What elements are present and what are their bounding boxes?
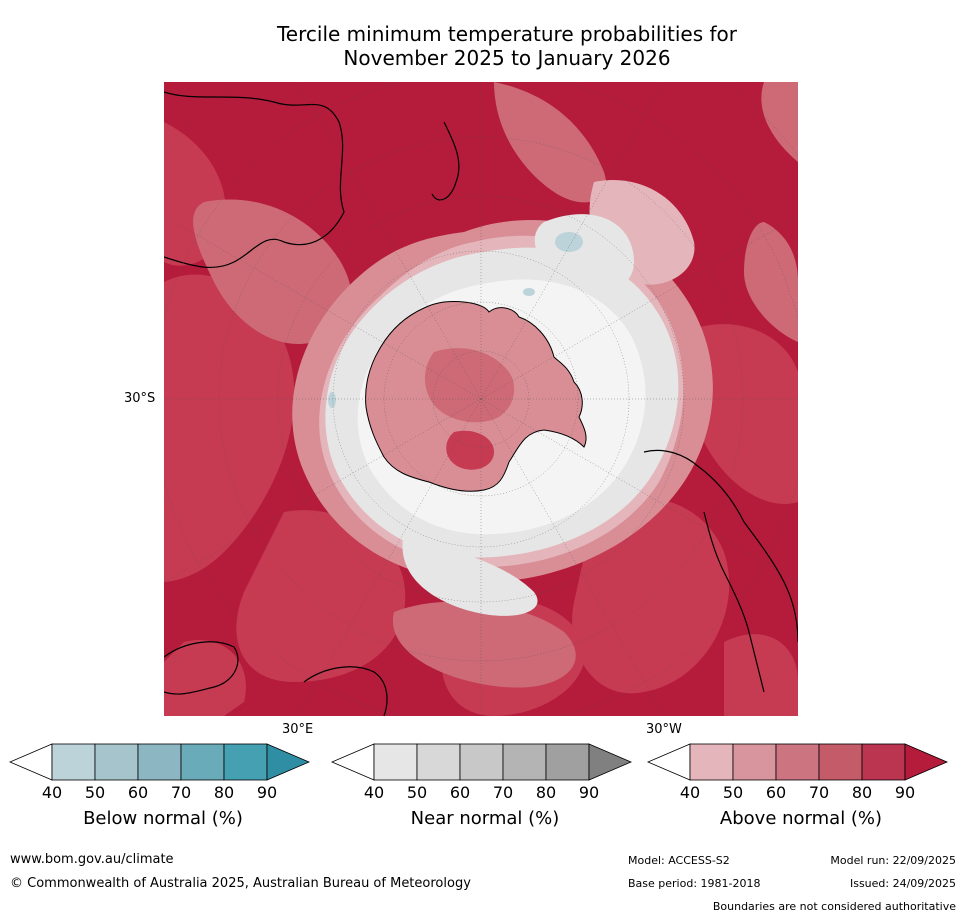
colorbar-tick-label: 50 [406,783,428,802]
colorbar-tick-label: 80 [851,783,873,802]
colorbar-upper-arrow [904,743,949,781]
colorbar-segment [137,743,182,781]
colorbar-tick-label: 40 [363,783,385,802]
boundaries-disclaimer: Boundaries are not considered authoritat… [712,900,956,913]
south-america-landmass [643,449,798,693]
colorbar-segment [94,743,139,781]
colorbar-segment [775,743,820,781]
colorbar-tick-label: 70 [808,783,830,802]
chart-title: Tercile minimum temperature probabilitie… [164,22,850,70]
colorbar-segment [459,743,504,781]
legend-colorbar [646,743,949,781]
colorbar-segment [373,743,418,781]
legend-ticks: 40 50 60 70 80 90 [8,783,318,803]
colorbar-tick-label: 70 [170,783,192,802]
colorbar-tick-label: 80 [213,783,235,802]
base-period-text: Base period: 1981-2018 [628,877,761,890]
legend-below-normal: 40 50 60 70 80 90 Below normal (%) [8,743,318,843]
legend-title: Above normal (%) [719,808,883,829]
legend-title: Below normal (%) [83,808,243,829]
colorbar-tick-label: 60 [127,783,149,802]
colorbar-segment [732,743,777,781]
colorbar-tick-label: 90 [256,783,278,802]
colorbar-segment [416,743,461,781]
colorbar-tick-label: 70 [492,783,514,802]
colorbar-tick-label: 60 [765,783,787,802]
legend-colorbar [8,743,311,781]
lat-label-30s: 30°S [124,391,156,406]
probability-map[interactable] [164,82,798,716]
colorbar-tick-label: 90 [894,783,916,802]
colorbar-segment [51,743,96,781]
colorbar-segment [818,743,863,781]
title-line-1: Tercile minimum temperature probabilitie… [276,22,738,46]
africa-landmass [164,641,388,716]
antarctica-landmass [365,301,587,492]
colorbar-lower-arrow [330,743,375,781]
copyright-text: © Commonwealth of Australia 2025, Austra… [10,876,471,891]
below-normal-spots [328,232,583,408]
colorbar-tick-label: 40 [41,783,63,802]
colorbar-tick-label: 80 [535,783,557,802]
colorbar-lower-arrow [8,743,53,781]
model-text: Model: ACCESS-S2 [628,854,730,867]
lon-label-30e: 30°E [282,722,314,737]
colorbar-segment [502,743,547,781]
above-normal-70-areas [193,82,798,688]
legend-ticks: 40 50 60 70 80 90 [330,783,640,803]
lon-label-30w: 30°W [646,722,682,737]
legend-above-normal: 40 50 60 70 80 90 Above normal (%) [646,743,956,843]
website-link[interactable]: www.bom.gov.au/climate [10,852,174,867]
colorbar-tick-label: 40 [679,783,701,802]
model-run-text: Model run: 22/09/2025 [830,854,956,867]
issued-text: Issued: 24/09/2025 [849,877,956,890]
graticule [164,82,798,716]
colorbar-tick-label: 90 [578,783,600,802]
legend-ticks: 40 50 60 70 80 90 [646,783,956,803]
colorbar-tick-label: 60 [449,783,471,802]
colorbar-segment [180,743,225,781]
colorbar-segment [861,743,906,781]
colorbar-segment [689,743,734,781]
legend-title: Near normal (%) [410,808,560,829]
legend-colorbar [330,743,633,781]
colorbar-lower-arrow [646,743,691,781]
colorbar-upper-arrow [266,743,311,781]
colorbar-tick-label: 50 [84,783,106,802]
colorbar-tick-label: 50 [722,783,744,802]
colorbar-segment [223,743,268,781]
title-line-2: November 2025 to January 2026 [343,46,671,70]
colorbar-upper-arrow [588,743,633,781]
legend-near-normal: 40 50 60 70 80 90 Near normal (%) [330,743,640,843]
colorbar-segment [545,743,590,781]
australia-landmass [164,91,460,268]
